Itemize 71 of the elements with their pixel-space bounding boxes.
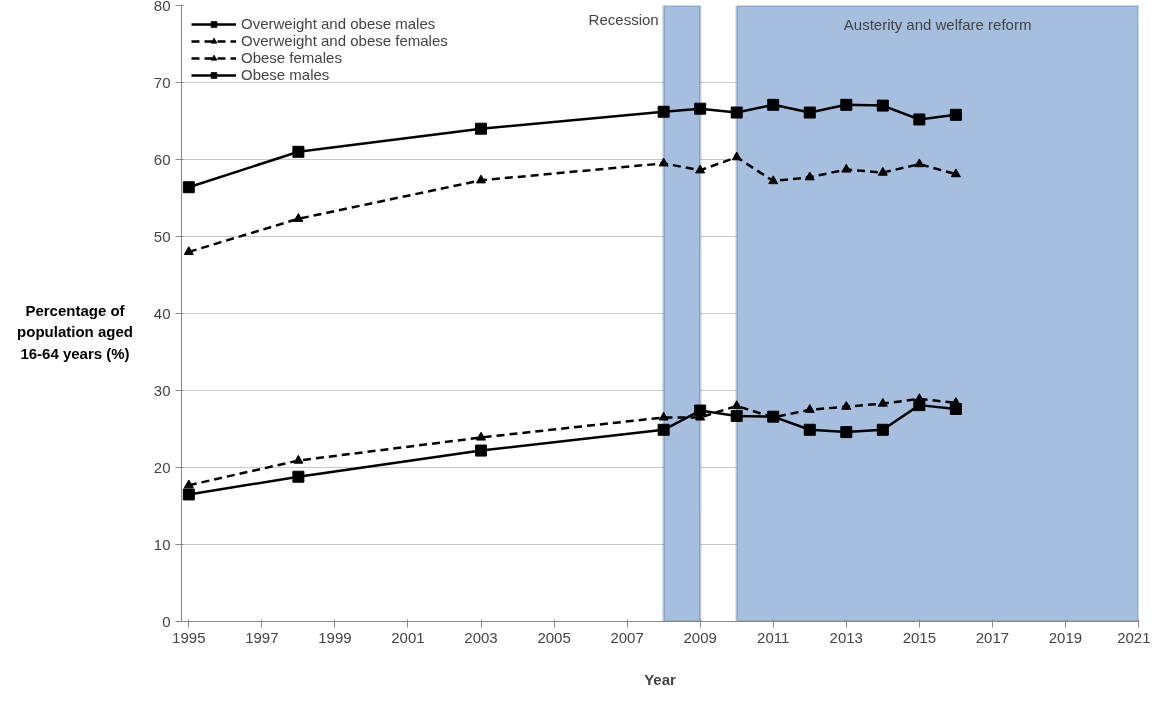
point xyxy=(876,423,889,436)
point xyxy=(950,168,961,178)
point xyxy=(182,488,195,501)
x-tick-label: 2005 xyxy=(537,628,571,646)
point xyxy=(804,171,815,181)
x-tick-label: 1995 xyxy=(172,628,206,646)
x-tick-label: 2019 xyxy=(1048,628,1083,646)
y-tick-label: 0 xyxy=(162,612,171,630)
x-tick-label: 2011 xyxy=(757,628,790,646)
point xyxy=(183,479,194,489)
point xyxy=(730,106,743,119)
x-tick-label: 2017 xyxy=(975,628,1010,646)
point xyxy=(949,108,962,121)
point xyxy=(803,423,816,436)
point xyxy=(768,175,779,185)
point xyxy=(767,98,780,111)
y-tick-label: 80 xyxy=(153,0,171,14)
y-tick-label: 30 xyxy=(153,381,171,399)
point xyxy=(731,151,742,161)
point xyxy=(292,470,305,483)
y-tick-label: 20 xyxy=(153,458,171,476)
x-tick-label: 2015 xyxy=(902,628,937,646)
band-label: Recession xyxy=(588,10,659,28)
x-tick-label: 1999 xyxy=(318,628,352,646)
y-tick-label: 40 xyxy=(153,304,171,322)
point xyxy=(841,163,852,173)
legend-label: Overweight and obese females xyxy=(241,32,448,49)
point xyxy=(476,431,487,441)
point xyxy=(476,174,487,184)
x-tick-label: 2001 xyxy=(391,628,425,646)
point xyxy=(293,213,304,222)
x-tick-label: 2003 xyxy=(464,628,498,646)
point xyxy=(293,454,304,464)
point xyxy=(803,106,816,119)
point xyxy=(657,105,670,118)
y-tick-label: 10 xyxy=(153,535,171,553)
point xyxy=(804,404,815,413)
point xyxy=(914,158,925,168)
y-tick-label: 60 xyxy=(153,150,171,168)
point xyxy=(730,409,743,422)
y-tick-label: 70 xyxy=(153,73,171,91)
point xyxy=(877,166,888,176)
point xyxy=(475,444,488,457)
point xyxy=(876,99,889,112)
point xyxy=(475,122,488,135)
point xyxy=(182,181,195,194)
point xyxy=(877,397,888,407)
point xyxy=(658,411,669,421)
point xyxy=(694,102,707,115)
legend-label: Obese males xyxy=(241,66,330,83)
x-tick-label: 2021 xyxy=(1117,628,1151,646)
legend-label: Obese females xyxy=(241,49,342,66)
point xyxy=(841,400,852,410)
point xyxy=(657,423,670,436)
point xyxy=(913,113,926,126)
x-tick-label: 2009 xyxy=(683,628,717,646)
point xyxy=(658,157,669,167)
x-tick-label: 2013 xyxy=(829,628,863,646)
y-tick-label: 50 xyxy=(153,227,171,245)
point xyxy=(840,98,853,111)
x-tick-label: 1997 xyxy=(245,628,279,646)
x-axis-title: Year xyxy=(644,670,677,688)
point xyxy=(292,145,305,158)
point xyxy=(183,246,194,255)
legend-label: Overweight and obese males xyxy=(241,15,436,32)
y-axis-title: Percentage of population aged 16-64 years (%) xyxy=(16,301,134,364)
x-tick-label: 2007 xyxy=(610,628,644,646)
point xyxy=(731,400,742,409)
point xyxy=(695,164,706,174)
point xyxy=(840,426,853,439)
band-label: Austerity and welfare reform xyxy=(843,15,1032,33)
